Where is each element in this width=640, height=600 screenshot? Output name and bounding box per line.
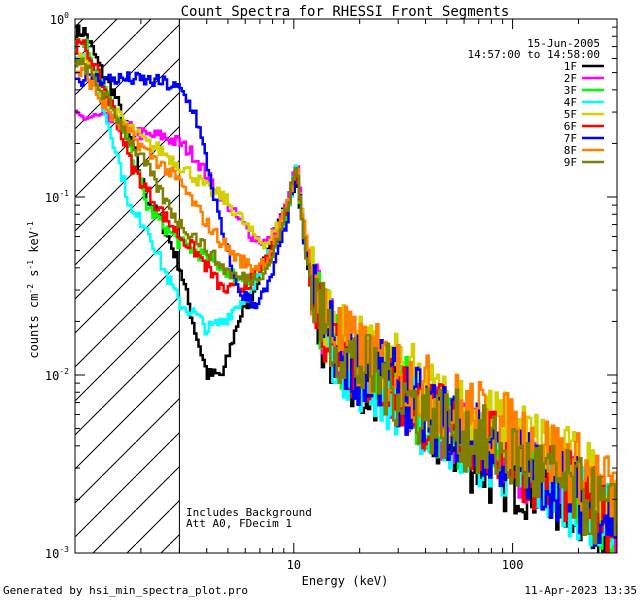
legend-label-9F: 9F	[564, 156, 577, 169]
legend-label-4F: 4F	[564, 96, 577, 109]
x-tick-label: 10	[287, 558, 301, 572]
legend-label-5F: 5F	[564, 108, 577, 121]
legend-label-3F: 3F	[564, 84, 577, 97]
legend-label-1F: 1F	[564, 60, 577, 73]
y-tick-label: 10-2	[45, 367, 69, 383]
legend-label-8F: 8F	[564, 144, 577, 157]
legend-label-2F: 2F	[564, 72, 577, 85]
footer-generated-by: Generated by hsi_min_spectra_plot.pro	[3, 584, 248, 597]
y-tick-label: 10-1	[45, 189, 69, 205]
plot-frame	[74, 18, 618, 554]
annotation-attenuator-note: Att A0, FDecim 1	[186, 517, 292, 530]
series-line-9F	[75, 57, 617, 545]
chart-title: Count Spectra for RHESSI Front Segments	[181, 4, 510, 20]
annotation-background-note: Includes Background	[186, 506, 312, 519]
x-axis-label: Energy (keV)	[302, 574, 389, 588]
legend-label-6F: 6F	[564, 120, 577, 133]
legend-label-7F: 7F	[564, 132, 577, 145]
hatched-region	[75, 19, 180, 553]
y-axis-label: counts cm-2 s-1 keV-1	[26, 221, 41, 358]
axis-ticks: 10 100 100 10-1 10-2 10-3	[45, 11, 618, 572]
annotation-date: 15-Jun-2005	[527, 37, 600, 50]
x-tick-label: 100	[502, 558, 524, 572]
series-layer	[75, 24, 617, 553]
series-line-7F	[75, 71, 617, 547]
y-tick-label: 10-3	[45, 545, 69, 561]
footer-timestamp: 11-Apr-2023 13:35	[524, 584, 637, 597]
annotation-time-range: 14:57:00 to 14:58:00	[468, 48, 600, 61]
y-tick-label: 100	[50, 11, 69, 27]
